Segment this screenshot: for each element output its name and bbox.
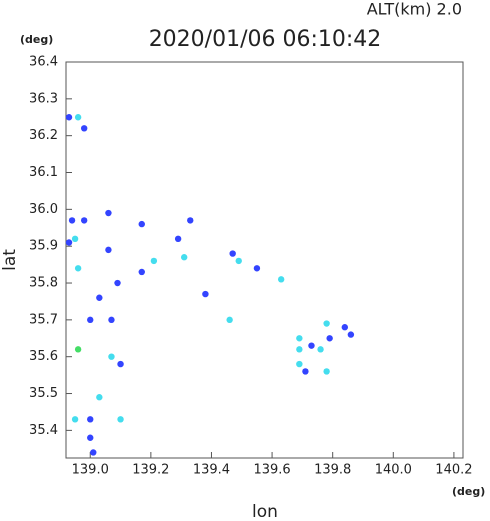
echo-point (187, 217, 194, 224)
echo-point (317, 346, 324, 353)
echo-point (202, 290, 209, 298)
echo-point (323, 320, 330, 327)
echo-point (96, 394, 103, 401)
echo-point (229, 250, 236, 257)
y-tick-label: 35.9 (29, 239, 58, 254)
echo-point (74, 114, 82, 121)
echo-point (277, 276, 285, 283)
x-tick-label: 139.2 (132, 463, 169, 478)
echo-point (138, 220, 145, 228)
y-tick-label: 36.1 (29, 165, 58, 180)
y-tick-label: 36.3 (29, 91, 58, 106)
echo-point (235, 257, 242, 265)
echo-point (296, 346, 303, 353)
echo-point (253, 265, 261, 272)
y-tick-label: 35.6 (29, 349, 58, 364)
echo-point (80, 125, 88, 132)
echo-point (302, 368, 309, 375)
x-tick-label: 140.0 (375, 463, 412, 478)
echo-point (341, 324, 349, 331)
x-axis-label: lon (252, 502, 278, 521)
echo-point (74, 265, 82, 272)
echo-point (87, 316, 94, 324)
x-tick-label: 139.8 (314, 463, 351, 478)
echo-point (71, 416, 79, 423)
echo-point (105, 209, 112, 217)
echo-point (105, 246, 112, 254)
x-unit: (deg) (452, 485, 485, 498)
echo-point (80, 217, 88, 224)
y-tick-label: 36.2 (29, 128, 58, 143)
echo-point (114, 279, 121, 287)
y-tick-label: 35.5 (29, 386, 58, 401)
echo-point (117, 416, 124, 423)
echo-point (117, 360, 124, 368)
echo-point (180, 254, 188, 261)
echo-point (226, 316, 233, 324)
echo-point (326, 335, 333, 342)
y-tick-label: 35.7 (29, 312, 58, 327)
x-tick-label: 140.2 (435, 463, 472, 478)
y-unit: (deg) (20, 33, 53, 46)
chart-title: 2020/01/06 06:10:42 (149, 27, 382, 52)
echo-point (296, 335, 303, 342)
echo-point (174, 235, 182, 243)
echo-point (308, 342, 315, 349)
echo-point (296, 360, 303, 368)
echo-point (71, 235, 79, 243)
x-tick-label: 139.6 (253, 463, 290, 478)
echo-point (347, 331, 355, 338)
y-tick-label: 35.8 (29, 276, 58, 291)
echo-point (65, 114, 73, 121)
echo-point (108, 353, 115, 360)
x-tick-label: 139.4 (193, 463, 230, 478)
echo-point (65, 239, 73, 246)
y-tick-label: 36.0 (29, 202, 58, 217)
echo-point (96, 294, 103, 301)
y-tick-label: 35.4 (29, 423, 58, 438)
echo-point (87, 416, 94, 423)
echo-point (74, 346, 82, 353)
echo-point (90, 449, 97, 456)
echo-point (87, 434, 94, 441)
echo-point (108, 316, 115, 324)
echo-point (150, 257, 158, 265)
y-tick-label: 36.4 (29, 55, 58, 70)
plot-frame (65, 61, 464, 459)
x-tick-label: 139.0 (72, 463, 109, 478)
echo-point (323, 368, 330, 375)
echo-point (68, 217, 76, 224)
y-axis-label: lat (0, 249, 20, 271)
echo-point (138, 268, 145, 276)
altitude-label: ALT(km) 2.0 (367, 0, 462, 19)
